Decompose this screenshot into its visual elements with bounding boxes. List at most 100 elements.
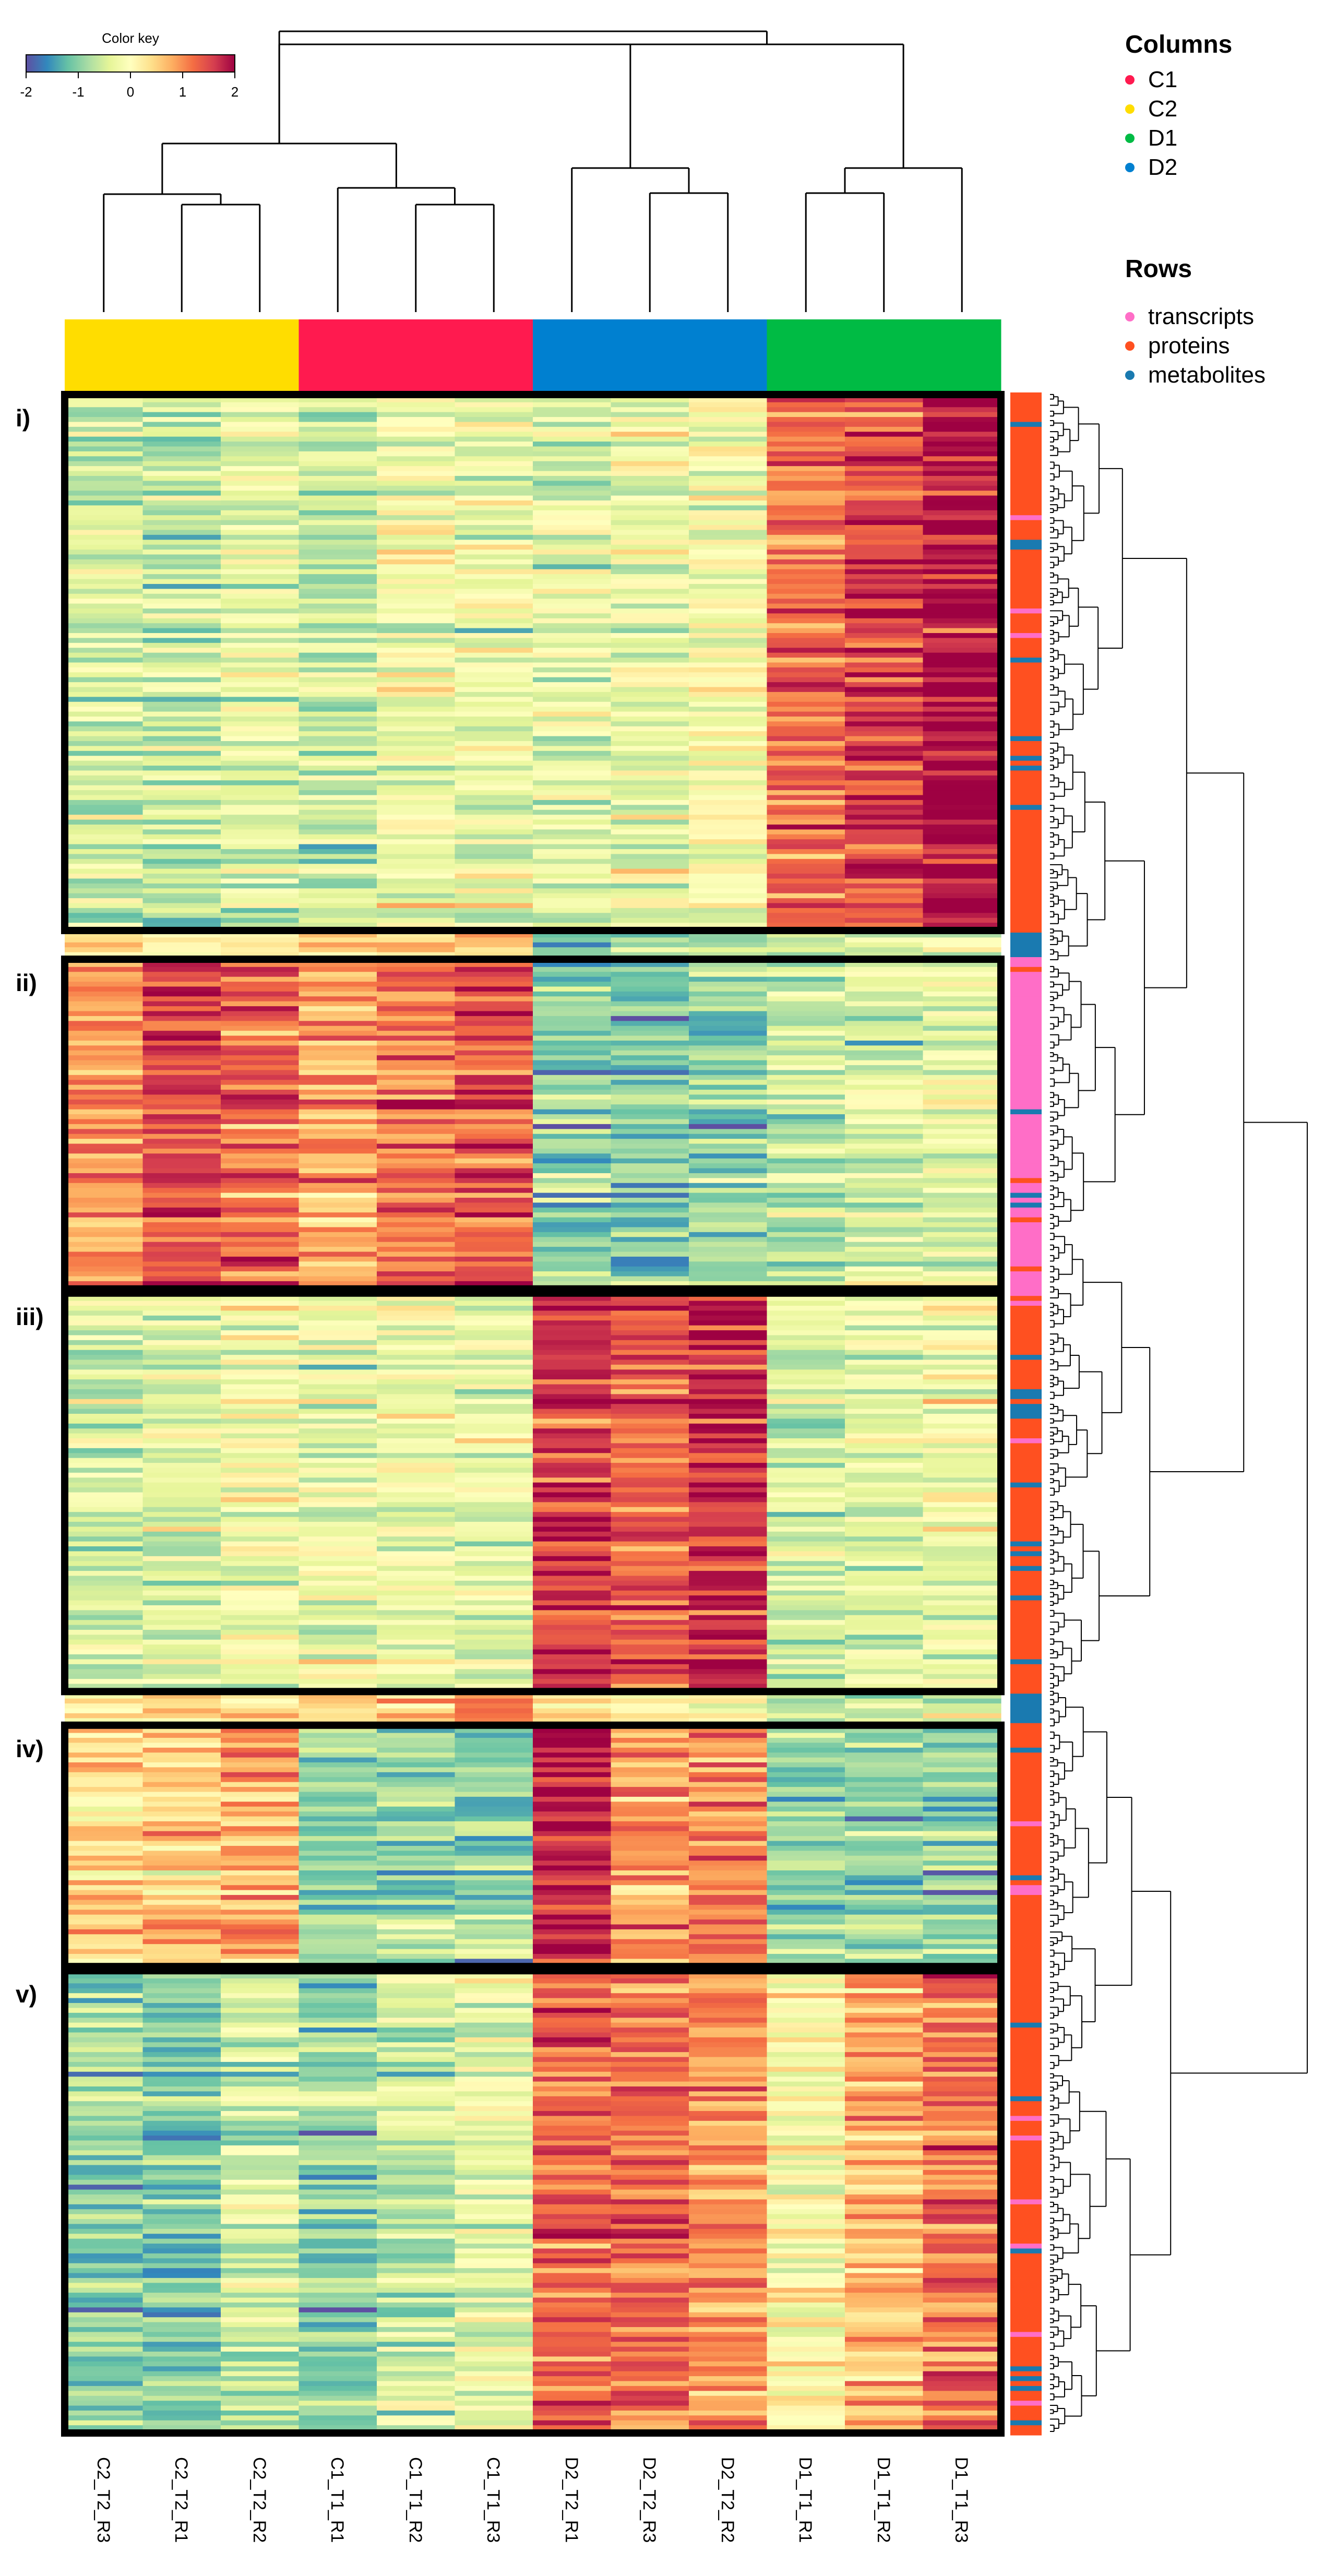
heatmap-cell <box>689 1644 768 1650</box>
heatmap-cell <box>689 1767 768 1773</box>
heatmap-cell <box>299 1978 377 1984</box>
heatmap-cell <box>377 1904 456 1910</box>
heatmap-cell <box>611 2356 689 2362</box>
heatmap-cell <box>142 1993 221 1999</box>
heatmap-cell <box>845 1802 924 1807</box>
heatmap-cell <box>845 2179 924 2185</box>
heatmap-cell <box>377 638 456 643</box>
heatmap-cell <box>923 550 1001 555</box>
heatmap-cell <box>767 1728 845 1734</box>
heatmap-cell <box>221 1910 300 1915</box>
heatmap-cell <box>142 2101 221 2107</box>
heatmap-cell <box>299 711 377 717</box>
heatmap-cell <box>65 1482 144 1488</box>
heatmap-cell <box>142 652 221 658</box>
heatmap-cell <box>611 1139 689 1144</box>
heatmap-cell <box>377 2204 456 2210</box>
heatmap-cell <box>689 593 768 599</box>
heatmap-cell <box>65 2356 144 2362</box>
heatmap-cell <box>455 1541 533 1547</box>
heatmap-cell <box>65 2361 144 2367</box>
heatmap-cell <box>845 2277 924 2283</box>
heatmap-cell <box>845 628 924 634</box>
heatmap-cell <box>377 1016 456 1021</box>
heatmap-cell <box>533 2228 612 2234</box>
heatmap-cell <box>377 829 456 835</box>
heatmap-cell <box>455 672 533 678</box>
heatmap-cell <box>689 1192 768 1198</box>
heatmap-cell <box>299 1929 377 1935</box>
heatmap-cell <box>923 839 1001 845</box>
heatmap-cell <box>221 1497 300 1502</box>
heatmap-cell <box>299 898 377 904</box>
heatmap-cell <box>611 1409 689 1414</box>
heatmap-cell <box>767 1374 845 1380</box>
heatmap-cell <box>533 868 612 874</box>
heatmap-cell <box>65 1713 144 1719</box>
heatmap-cell <box>611 1669 689 1675</box>
heatmap-cell <box>611 2120 689 2126</box>
heatmap-cell <box>923 1374 1001 1380</box>
heatmap-cell <box>299 1389 377 1394</box>
heatmap-cell <box>299 2228 377 2234</box>
heatmap-cell <box>221 1787 300 1793</box>
heatmap-cell <box>767 849 845 855</box>
heatmap-cell <box>767 711 845 717</box>
heatmap-cell <box>455 2160 533 2166</box>
heatmap-cell <box>767 495 845 501</box>
heatmap-cell <box>299 589 377 594</box>
heatmap-cell <box>767 967 845 972</box>
heatmap-cell <box>65 1060 144 1066</box>
heatmap-cell <box>689 721 768 727</box>
heatmap-cell <box>299 1040 377 1046</box>
heatmap-cell <box>221 687 300 693</box>
heatmap-cell <box>767 1585 845 1591</box>
heatmap-cell <box>221 540 300 545</box>
heatmap-cell <box>455 942 533 948</box>
heatmap-cell <box>377 1900 456 1905</box>
heatmap-cell <box>65 1777 144 1783</box>
heatmap-cell <box>142 2061 221 2067</box>
heatmap-cell <box>611 1615 689 1620</box>
heatmap-cell <box>142 746 221 752</box>
heatmap-cell <box>923 1379 1001 1385</box>
heatmap-cell <box>845 2258 924 2264</box>
heatmap-cell <box>923 1639 1001 1645</box>
heatmap-cell <box>767 1340 845 1345</box>
heatmap-cell <box>689 1477 768 1483</box>
heatmap-cell <box>845 1217 924 1223</box>
heatmap-cell <box>142 1438 221 1444</box>
heatmap-cell <box>533 1851 612 1856</box>
heatmap-cell <box>377 1615 456 1620</box>
heatmap-cell <box>611 1821 689 1827</box>
heatmap-cell <box>689 1752 768 1758</box>
heatmap-cell <box>65 1664 144 1669</box>
heatmap-cell <box>845 1168 924 1174</box>
heatmap-cell <box>377 1861 456 1866</box>
heatmap-cell <box>221 1143 300 1149</box>
heatmap-cell <box>767 1325 845 1331</box>
heatmap-cell <box>845 1099 924 1105</box>
heatmap-cell <box>689 1276 768 1282</box>
heatmap-cell <box>767 942 845 948</box>
heatmap-cell <box>377 1978 456 1984</box>
heatmap-cell <box>377 672 456 678</box>
heatmap-cell <box>767 1207 845 1213</box>
heatmap-cell <box>142 633 221 639</box>
heatmap-cell <box>65 1443 144 1449</box>
heatmap-cell <box>299 805 377 810</box>
heatmap-cell <box>65 1541 144 1547</box>
heatmap-cell <box>221 2361 300 2367</box>
heatmap-cell <box>377 1845 456 1851</box>
heatmap-cell <box>845 868 924 874</box>
heatmap-cell <box>299 1438 377 1444</box>
heatmap-cell <box>221 2136 300 2141</box>
heatmap-cell <box>65 1173 144 1178</box>
heatmap-cell <box>455 1497 533 1502</box>
heatmap-cell <box>923 1296 1001 1302</box>
heatmap-cell <box>533 2018 612 2023</box>
heatmap-cell <box>533 1988 612 1994</box>
heatmap-cell <box>221 903 300 909</box>
heatmap-cell <box>533 888 612 894</box>
heatmap-cell <box>377 1919 456 1925</box>
